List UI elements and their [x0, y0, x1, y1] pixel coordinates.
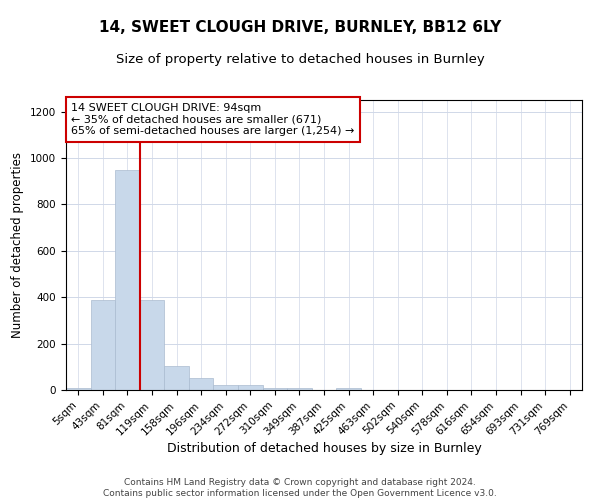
Bar — [214, 385, 238, 390]
Bar — [287, 388, 312, 390]
Text: Contains HM Land Registry data © Crown copyright and database right 2024.
Contai: Contains HM Land Registry data © Crown c… — [103, 478, 497, 498]
Text: Size of property relative to detached houses in Burnley: Size of property relative to detached ho… — [116, 52, 484, 66]
Bar — [336, 388, 361, 390]
Bar — [91, 300, 115, 390]
Bar — [164, 366, 189, 390]
Bar — [66, 388, 91, 390]
X-axis label: Distribution of detached houses by size in Burnley: Distribution of detached houses by size … — [167, 442, 481, 455]
Bar — [140, 300, 164, 390]
Bar — [238, 385, 263, 390]
Y-axis label: Number of detached properties: Number of detached properties — [11, 152, 25, 338]
Bar — [263, 388, 287, 390]
Bar — [189, 378, 214, 390]
Text: 14 SWEET CLOUGH DRIVE: 94sqm
← 35% of detached houses are smaller (671)
65% of s: 14 SWEET CLOUGH DRIVE: 94sqm ← 35% of de… — [71, 103, 355, 136]
Text: 14, SWEET CLOUGH DRIVE, BURNLEY, BB12 6LY: 14, SWEET CLOUGH DRIVE, BURNLEY, BB12 6L… — [99, 20, 501, 35]
Bar — [115, 170, 140, 390]
